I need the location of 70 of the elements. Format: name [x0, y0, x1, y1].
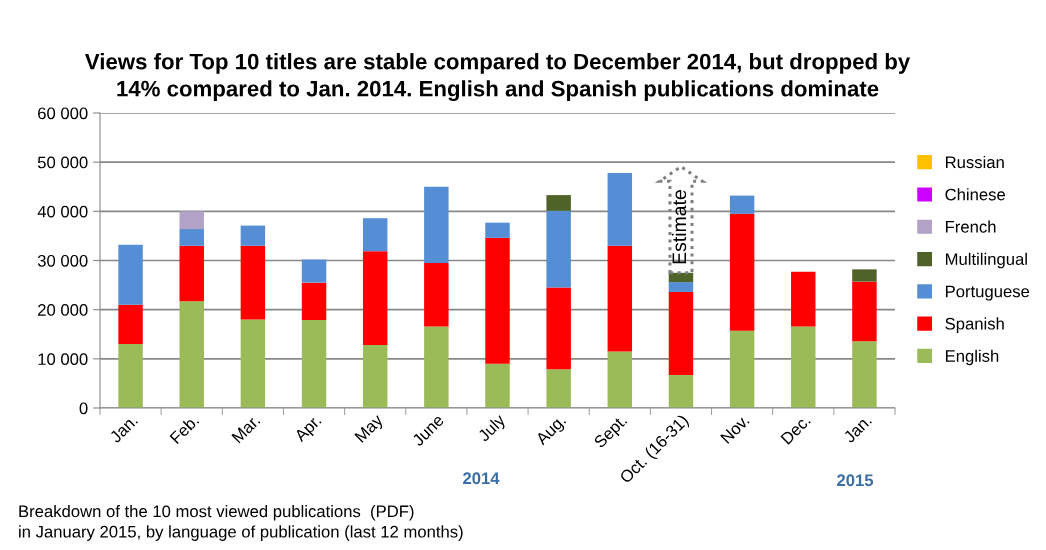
- bar: [240, 245, 266, 320]
- bar: [362, 218, 388, 252]
- bar: [118, 244, 143, 305]
- bar: [424, 186, 449, 263]
- chart-title: Views for Top 10 titles are stable compared to December 2014, but dropped by 14% compared to Jan. 2014. English and Spanish publications dominate: [85, 53, 911, 102]
- bar: [424, 262, 449, 327]
- bar: [607, 172, 633, 246]
- y-tick-label: 40 000: [37, 205, 88, 218]
- bar: [485, 222, 510, 238]
- x-tick-label: July: [476, 412, 509, 445]
- bar: [301, 282, 327, 320]
- bar: [362, 251, 388, 346]
- x-tick-label: Nov.: [720, 414, 750, 444]
- bar: [240, 225, 266, 246]
- bar: [852, 269, 877, 282]
- bar: [852, 341, 877, 408]
- x-tick-label: Jan.: [108, 414, 139, 444]
- bar: [179, 211, 204, 230]
- bar: [301, 259, 327, 283]
- text: 2014: [463, 472, 500, 485]
- bar: [546, 287, 571, 370]
- bar: [179, 245, 204, 302]
- legend-label: Spanish: [945, 317, 1004, 333]
- bar: [485, 237, 510, 364]
- bar: [607, 245, 633, 352]
- annotation: Estimate: [671, 190, 687, 264]
- bar: [546, 195, 571, 211]
- bar: [485, 363, 510, 408]
- y-tick-label: 10 000: [38, 353, 88, 366]
- x-tick-label: Aug.: [534, 414, 569, 449]
- y-tick-label: 20 000: [38, 304, 88, 316]
- bar: [668, 375, 694, 408]
- bar: [118, 344, 143, 408]
- legend-label: French: [945, 220, 996, 233]
- legend-label: Russian: [945, 155, 1004, 169]
- legend-label: Multilingual: [945, 252, 1027, 269]
- x-tick-label: Jan.: [842, 414, 873, 444]
- text: 2015: [837, 474, 874, 487]
- x-tick-label: Dec.: [780, 414, 811, 445]
- bar: [546, 369, 571, 408]
- bar: [791, 326, 816, 408]
- bar: [729, 213, 755, 331]
- bar: [852, 281, 877, 342]
- y-tick-label: 50 000: [37, 156, 88, 169]
- bar: [668, 272, 694, 283]
- bar: [729, 330, 755, 408]
- bar: [791, 271, 816, 327]
- x-tick-label: Mar.: [231, 414, 261, 444]
- bar: [546, 210, 571, 288]
- bar: [668, 291, 694, 376]
- bar: [607, 351, 633, 408]
- bar: [179, 301, 204, 408]
- bar: [729, 195, 755, 214]
- bar: [362, 345, 388, 408]
- y-tick-label: 30 000: [37, 254, 88, 267]
- legend-label: English: [945, 349, 999, 366]
- x-tick-label: May: [354, 413, 387, 446]
- bar: [118, 304, 143, 345]
- bar: [301, 319, 327, 408]
- x-tick-label: Feb.: [169, 413, 200, 445]
- bar: [179, 229, 204, 246]
- y-tick-label: 0: [79, 402, 88, 415]
- bar: [240, 319, 266, 408]
- legend-label: Portuguese: [945, 285, 1030, 301]
- y-tick-label: 60 000: [38, 107, 88, 120]
- text: Breakdown of the 10 most viewed publications (PDF) in January 2015, by language of publication (last 12 months): [19, 505, 463, 541]
- bar: [424, 326, 449, 408]
- bar: [668, 282, 694, 292]
- legend-label: Chinese: [945, 188, 1006, 201]
- x-tick-label: Apr.: [293, 414, 324, 445]
